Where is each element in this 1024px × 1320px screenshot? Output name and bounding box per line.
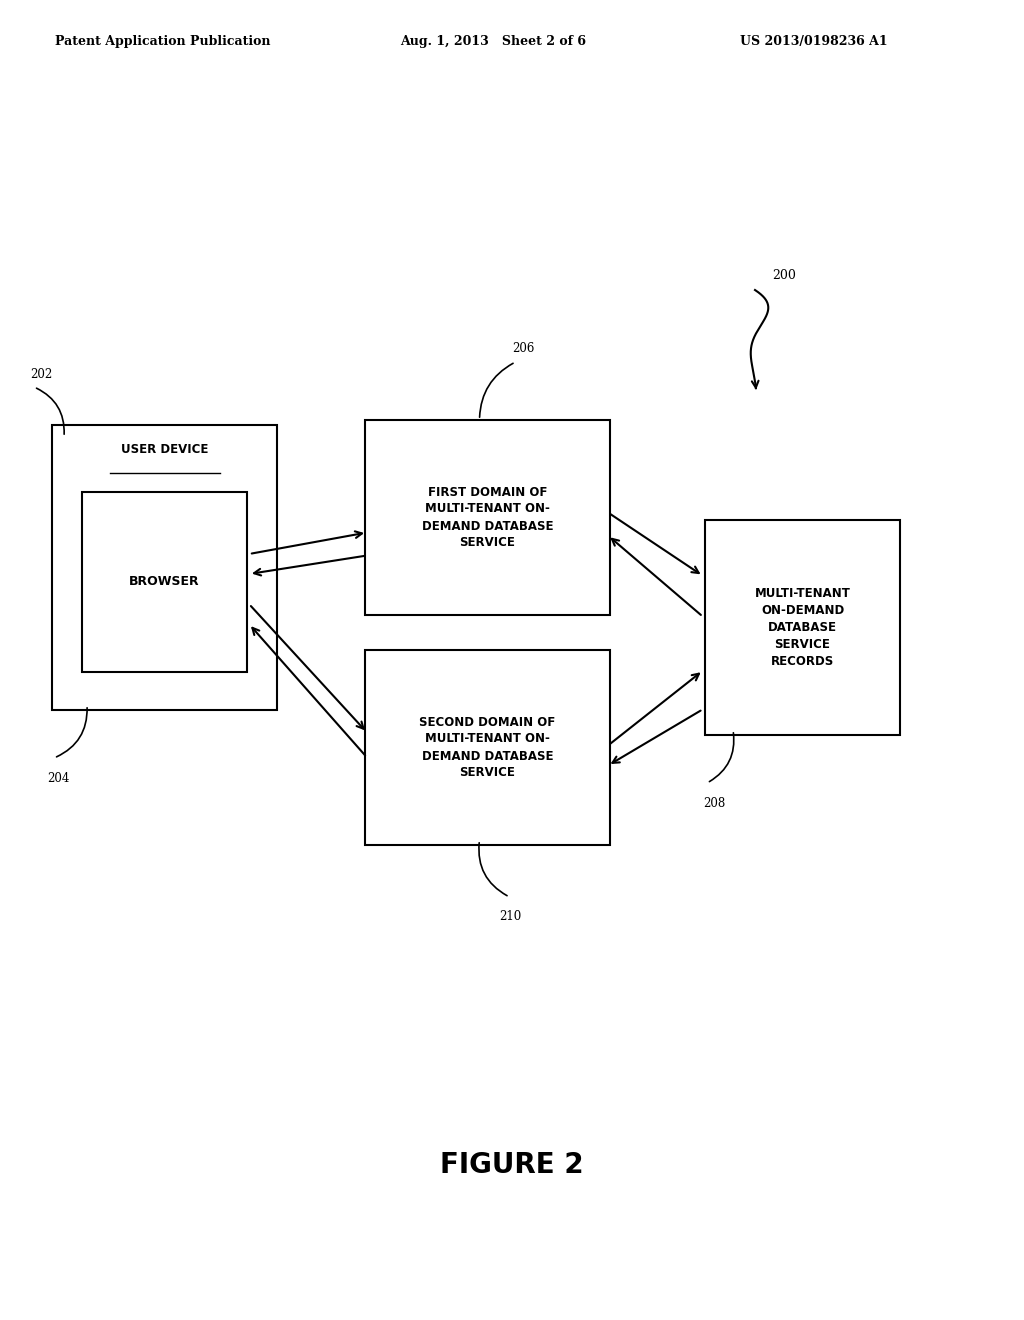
Text: US 2013/0198236 A1: US 2013/0198236 A1 (740, 36, 888, 48)
Bar (52, 425, 278, 710)
Text: 210: 210 (500, 909, 522, 923)
Text: FIGURE 2: FIGURE 2 (440, 1151, 584, 1179)
Bar (705, 520, 900, 735)
Text: MULTI-TENANT
ON-DEMAND
DATABASE
SERVICE
RECORDS: MULTI-TENANT ON-DEMAND DATABASE SERVICE … (755, 587, 851, 668)
Text: 200: 200 (772, 269, 796, 282)
Bar (365, 649, 610, 845)
Bar (365, 420, 610, 615)
Text: 204: 204 (47, 772, 70, 785)
Text: 208: 208 (703, 797, 725, 810)
Text: FIRST DOMAIN OF
MULTI-TENANT ON-
DEMAND DATABASE
SERVICE: FIRST DOMAIN OF MULTI-TENANT ON- DEMAND … (422, 486, 553, 549)
Text: Aug. 1, 2013   Sheet 2 of 6: Aug. 1, 2013 Sheet 2 of 6 (400, 36, 586, 48)
Text: SECOND DOMAIN OF
MULTI-TENANT ON-
DEMAND DATABASE
SERVICE: SECOND DOMAIN OF MULTI-TENANT ON- DEMAND… (420, 715, 556, 780)
Text: USER DEVICE: USER DEVICE (121, 444, 208, 455)
Text: 202: 202 (30, 368, 52, 381)
Text: BROWSER: BROWSER (129, 576, 200, 589)
Text: 206: 206 (512, 342, 535, 355)
Bar (82, 492, 247, 672)
Text: Patent Application Publication: Patent Application Publication (55, 36, 270, 48)
